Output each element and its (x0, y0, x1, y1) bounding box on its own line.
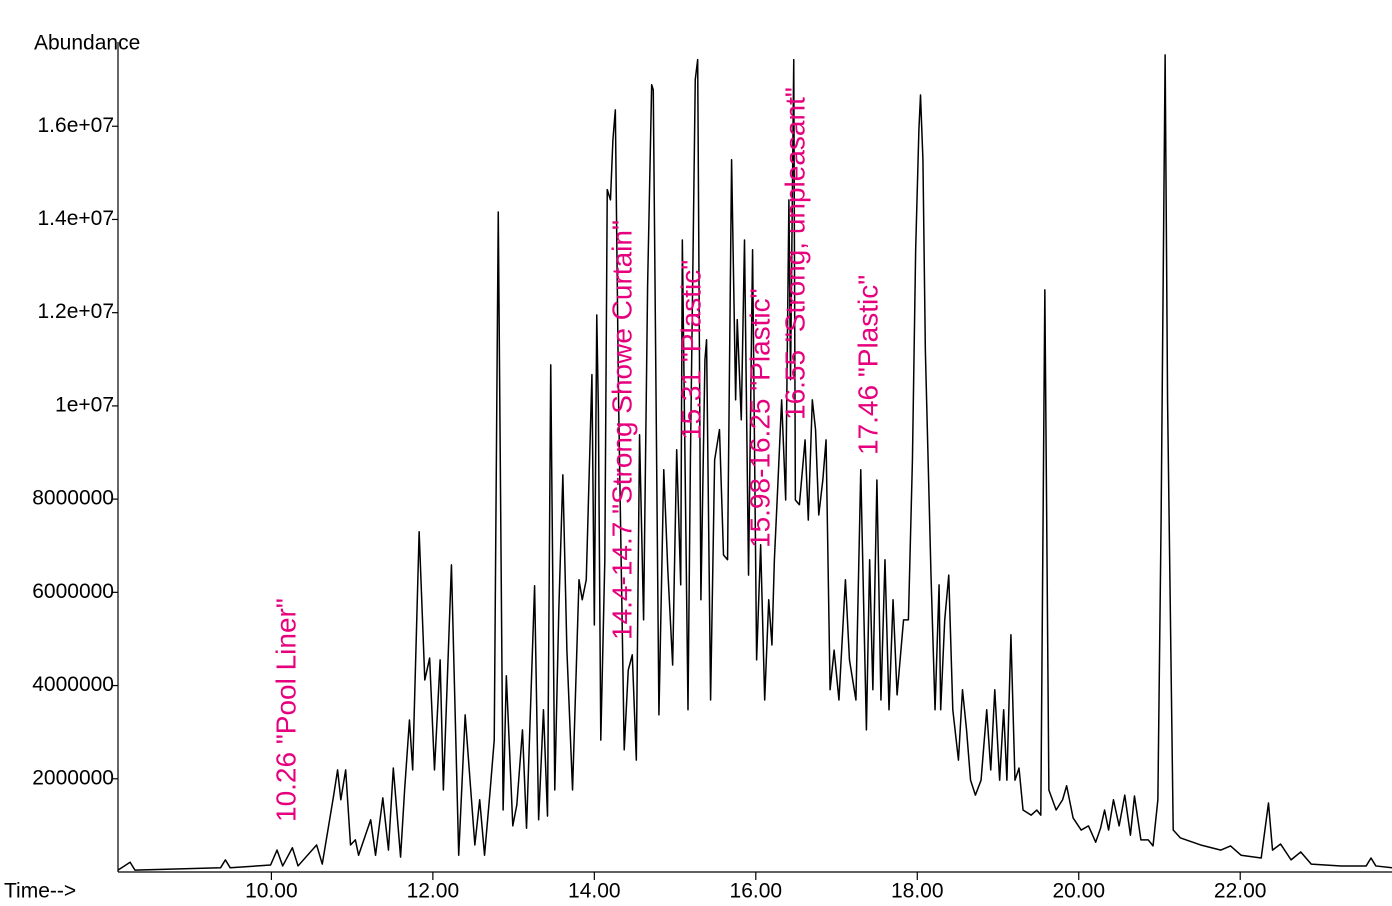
y-tick-label: 1.4e+07 (38, 207, 115, 230)
y-tick-label: 6000000 (32, 580, 114, 603)
annotation: 10.26 "Pool Liner" (270, 598, 301, 822)
y-tick-label: 2000000 (32, 766, 114, 789)
annotation: 15.31 "Plastic" (675, 260, 706, 440)
y-axis-title: Abundance (34, 32, 140, 55)
x-axis-title: Time--> (4, 880, 76, 903)
y-tick-label: 4000000 (32, 673, 114, 696)
x-tick-label: 16.00 (730, 880, 783, 903)
x-tick-label: 10.00 (245, 880, 298, 903)
x-tick-label: 22.00 (1214, 880, 1267, 903)
annotation: 14.4-14.7 "Strong Showe Curtain" (606, 220, 637, 640)
y-tick-label: 1.6e+07 (38, 114, 115, 137)
y-tick-label: 1.2e+07 (38, 300, 115, 323)
annotation: 15.98-16.25 "Plastic" (744, 288, 775, 548)
x-tick-label: 12.00 (407, 880, 460, 903)
x-tick-label: 20.00 (1052, 880, 1105, 903)
chromatogram-trace (117, 54, 1392, 871)
annotation: 17.46 "Plastic" (852, 275, 883, 455)
x-tick-label: 18.00 (891, 880, 944, 903)
y-tick-label: 8000000 (32, 487, 114, 510)
x-tick-label: 14.00 (568, 880, 621, 903)
y-tick-label: 1e+07 (55, 393, 114, 416)
annotation: 16.55 "Strong, unpleasant" (779, 87, 810, 420)
